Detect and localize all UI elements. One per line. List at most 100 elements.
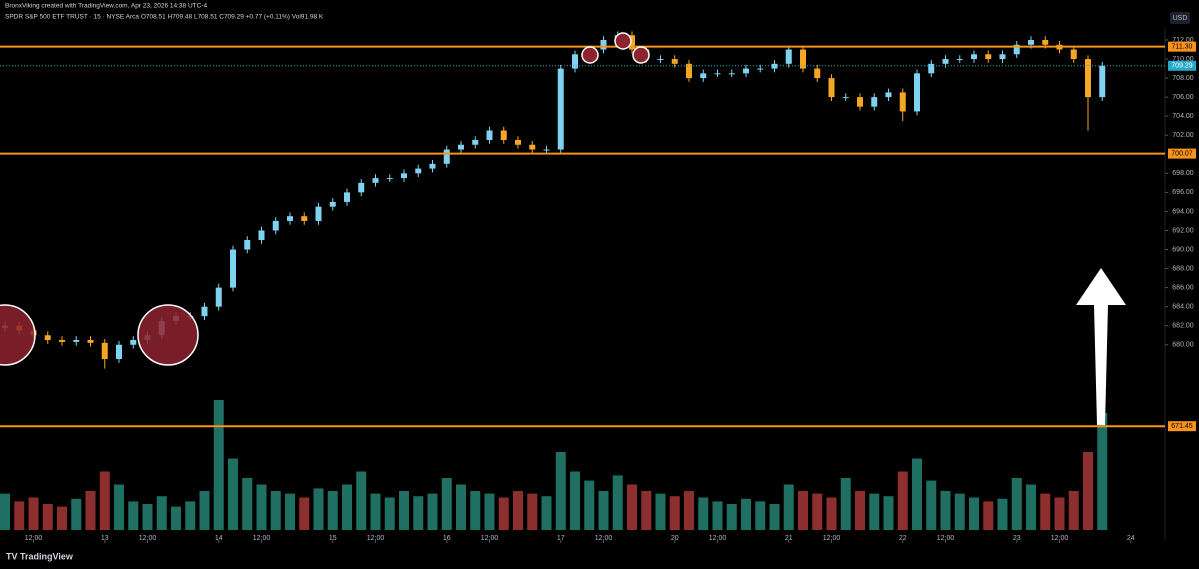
volume-bar	[71, 498, 82, 530]
volume-bar	[926, 480, 937, 530]
volume-bar	[598, 491, 609, 530]
candle-body	[629, 35, 635, 50]
volume-bar	[199, 491, 210, 530]
candle-body	[885, 92, 892, 98]
x-tick-label: 12:00	[481, 535, 499, 542]
candle-body	[572, 54, 578, 69]
x-tick-label: 12:00	[253, 535, 271, 542]
candle-body	[101, 342, 108, 360]
volume-bar	[0, 493, 10, 530]
volume-bar	[669, 496, 680, 530]
symbol-legend: SPDR S&P 500 ETF TRUST · 15 · NYSE Arca …	[5, 14, 324, 21]
volume-bar	[883, 496, 894, 530]
volume-bar	[855, 491, 865, 530]
candle-body	[215, 287, 222, 307]
volume-bar	[527, 493, 538, 530]
highlight-circle	[0, 304, 36, 366]
volume-bar	[1011, 478, 1022, 530]
currency-button[interactable]	[1170, 12, 1190, 24]
volume-bar	[627, 484, 637, 530]
volume-bar	[185, 501, 196, 530]
candle-body	[999, 54, 1006, 60]
candle-body	[44, 335, 51, 340]
volume-bar	[1054, 497, 1065, 530]
candle-body	[386, 178, 393, 180]
volume-bar	[213, 400, 224, 530]
candle-body	[914, 73, 920, 112]
volume-bar	[114, 484, 124, 530]
highlight-circle	[581, 46, 599, 64]
candle-body	[230, 249, 236, 288]
y-tick-label: 710.00	[1172, 56, 1194, 63]
x-tick-label: 12:00	[367, 535, 385, 542]
volume-bar	[470, 491, 481, 530]
x-tick-label: 14	[215, 535, 223, 542]
candle-body	[429, 163, 436, 169]
candle-body	[73, 340, 80, 342]
candle-body	[814, 68, 821, 79]
volume-bar	[399, 491, 409, 530]
candle-body	[743, 68, 749, 74]
candle-body	[472, 140, 479, 145]
candle-body	[657, 59, 664, 61]
candle-body	[700, 73, 707, 79]
candle-body	[956, 59, 963, 61]
candle-body	[458, 144, 464, 150]
candle-body	[557, 68, 564, 150]
candle-body	[486, 130, 493, 140]
volume-bar	[413, 496, 424, 530]
volume-bar	[840, 478, 851, 530]
candle-body	[116, 344, 122, 360]
volume-bar	[57, 506, 67, 530]
y-tick-label: 706.00	[1172, 94, 1194, 101]
volume-bar	[1068, 491, 1079, 530]
volume-bar	[270, 491, 281, 530]
y-tick-label: 682.00	[1172, 323, 1194, 330]
candle-body	[59, 340, 65, 342]
candle-body	[401, 173, 407, 179]
volume-bar	[812, 493, 823, 530]
candle-body	[857, 97, 863, 107]
volume-bar	[228, 458, 238, 530]
candle-body	[500, 130, 507, 140]
level-label: 711.30	[1172, 44, 1193, 51]
candle-body	[358, 182, 365, 193]
volume-bar	[969, 497, 979, 530]
volume-bar	[869, 493, 880, 530]
x-tick-label: 21	[785, 535, 793, 542]
y-tick-label: 702.00	[1172, 132, 1194, 139]
volume-bar	[128, 501, 139, 530]
volume-bar	[555, 452, 566, 530]
level-label: 700.07	[1171, 150, 1193, 157]
x-tick-label: 23	[1013, 535, 1021, 542]
volume-bar	[384, 497, 395, 530]
level-tag	[1168, 41, 1196, 52]
candle-body	[942, 59, 949, 64]
y-tick-label: 696.00	[1172, 189, 1194, 196]
candle-body	[272, 220, 279, 231]
volume-bar	[541, 496, 552, 530]
candle-body	[287, 216, 293, 221]
volume-bar	[370, 493, 381, 530]
volume-bar	[655, 493, 666, 530]
volume-bar	[783, 484, 794, 530]
candle-body	[258, 230, 265, 240]
y-tick-label: 692.00	[1172, 227, 1194, 234]
candle-body	[1013, 44, 1020, 55]
level-tag	[1168, 148, 1196, 159]
candle-body	[344, 192, 350, 202]
volume-bar	[684, 491, 694, 530]
volume-bar	[356, 471, 367, 530]
volume-bar	[1040, 493, 1051, 530]
candle-body	[928, 63, 935, 74]
volume-bar	[897, 471, 908, 530]
volume-bar	[441, 478, 452, 530]
y-tick-label: 704.00	[1172, 113, 1194, 120]
x-tick-label: 12:00	[823, 535, 841, 542]
candle-body	[329, 201, 336, 207]
annotations	[0, 32, 1126, 425]
x-tick-label: 12:00	[937, 535, 955, 542]
candle-body	[899, 92, 906, 112]
y-tick-label: 708.00	[1172, 75, 1194, 82]
x-tick-label: 12:00	[139, 535, 157, 542]
